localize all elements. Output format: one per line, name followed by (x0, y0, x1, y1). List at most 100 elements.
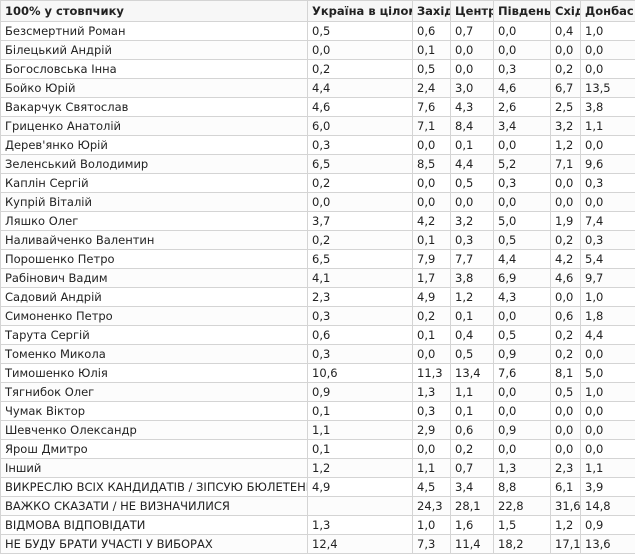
cell-value: 1,9 (550, 211, 581, 231)
cell-value: 3,7 (307, 211, 413, 231)
cell-value: 1,2 (550, 515, 581, 535)
cell-value: 18,2 (493, 534, 551, 554)
table-row: Тягнибок Олег 0,9 1,3 1,1 0,0 0,5 1,0 (0, 382, 635, 402)
cell-value: 0,2 (450, 439, 494, 459)
cell-value: 0,5 (550, 382, 581, 402)
table-row: ВАЖКО СКАЗАТИ / НЕ ВИЗНАЧИЛИСЯ 24,3 28,1 22… (0, 496, 635, 516)
cell-value: 4,4 (580, 325, 635, 345)
table-row: Гриценко Анатолій 6,0 7,1 8,4 3,4 3,2 1,1 (0, 116, 635, 136)
cell-value: 13,6 (580, 534, 635, 554)
table-row: Богословська Інна 0,2 0,5 0,0 0,3 0,2 0,0 (0, 59, 635, 79)
cell-value: 3,4 (450, 477, 494, 497)
cell-value: 0,0 (493, 21, 551, 41)
table-row: Садовий Андрій 2,3 4,9 1,2 4,3 0,0 1,0 (0, 287, 635, 307)
row-label: Зеленський Володимир (0, 154, 308, 174)
row-label: Рабінович Вадим (0, 268, 308, 288)
cell-value: 1,0 (580, 21, 635, 41)
cell-value: 0,6 (450, 420, 494, 440)
cell-value: 4,2 (550, 249, 581, 269)
column-header: Схід (550, 0, 581, 22)
cell-value: 3,8 (580, 97, 635, 117)
cell-value: 11,4 (450, 534, 494, 554)
cell-value: 0,3 (580, 173, 635, 193)
cell-value: 0,0 (412, 344, 451, 364)
cell-value: 3,2 (450, 211, 494, 231)
cell-value: 7,6 (493, 363, 551, 383)
cell-value: 0,0 (450, 40, 494, 60)
cell-value: 0,1 (412, 230, 451, 250)
cell-value: 0,2 (550, 344, 581, 364)
cell-value: 0,0 (493, 439, 551, 459)
cell-value: 6,0 (307, 116, 413, 136)
table-row: Бойко Юрій 4,4 2,4 3,0 4,6 6,7 13,5 (0, 78, 635, 98)
cell-value: 4,2 (412, 211, 451, 231)
cell-value: 0,9 (493, 344, 551, 364)
cell-value: 0,3 (493, 173, 551, 193)
cell-value: 0,7 (450, 21, 494, 41)
table-row: Безсмертний Роман 0,5 0,6 0,7 0,0 0,4 1,0 (0, 21, 635, 41)
table-row: НЕ БУДУ БРАТИ УЧАСТІ У ВИБОРАХ 12,4 7,3 11,… (0, 534, 635, 554)
cell-value: 0,2 (307, 173, 413, 193)
row-label: Каплін Сергій (0, 173, 308, 193)
cell-value: 0,0 (493, 306, 551, 326)
cell-value: 8,1 (550, 363, 581, 383)
cell-value: 4,3 (450, 97, 494, 117)
cell-value: 0,0 (450, 59, 494, 79)
cell-value: 9,6 (580, 154, 635, 174)
cell-value: 0,3 (450, 230, 494, 250)
cell-value: 1,0 (580, 382, 635, 402)
table-row: Чумак Віктор 0,1 0,3 0,1 0,0 0,0 0,0 (0, 401, 635, 421)
cell-value: 1,1 (580, 458, 635, 478)
row-label: Чумак Віктор (0, 401, 308, 421)
cell-value: 4,6 (307, 97, 413, 117)
cell-value: 0,0 (493, 382, 551, 402)
cell-value: 7,7 (450, 249, 494, 269)
cell-value: 3,2 (550, 116, 581, 136)
cell-value: 0,0 (550, 287, 581, 307)
cell-value: 0,5 (412, 59, 451, 79)
row-label: Наливайченко Валентин (0, 230, 308, 250)
table-row: Зеленський Володимир 6,5 8,5 4,4 5,2 7,1 9,6 (0, 154, 635, 174)
cell-value: 7,6 (412, 97, 451, 117)
cell-value: 0,0 (550, 401, 581, 421)
table-row: Купрій Віталій 0,0 0,0 0,0 0,0 0,0 0,0 (0, 192, 635, 212)
cell-value: 0,1 (450, 401, 494, 421)
cell-value: 4,9 (307, 477, 413, 497)
table-body: Безсмертний Роман 0,5 0,6 0,7 0,0 0,4 1,0 Білец… (0, 21, 635, 554)
cell-value: 0,0 (580, 344, 635, 364)
cell-value: 0,0 (307, 40, 413, 60)
column-header: Донбас (580, 0, 635, 22)
cell-value: 0,1 (412, 325, 451, 345)
cell-value (307, 496, 413, 516)
cell-value: 0,1 (412, 40, 451, 60)
cell-value: 6,1 (550, 477, 581, 497)
cell-value: 1,3 (307, 515, 413, 535)
table-row: Наливайченко Валентин 0,2 0,1 0,3 0,5 0,2 0,3 (0, 230, 635, 250)
row-label: Безсмертний Роман (0, 21, 308, 41)
cell-value: 0,5 (450, 173, 494, 193)
row-label: Бойко Юрій (0, 78, 308, 98)
cell-value: 7,1 (550, 154, 581, 174)
cell-value: 8,5 (412, 154, 451, 174)
row-label: Вакарчук Святослав (0, 97, 308, 117)
cell-value: 0,1 (307, 439, 413, 459)
table-row: Ляшко Олег 3,7 4,2 3,2 5,0 1,9 7,4 (0, 211, 635, 231)
cell-value: 0,3 (307, 135, 413, 155)
cell-value: 0,0 (493, 192, 551, 212)
cell-value: 4,4 (493, 249, 551, 269)
cell-value: 0,5 (493, 325, 551, 345)
cell-value: 3,4 (493, 116, 551, 136)
cell-value: 9,7 (580, 268, 635, 288)
table-row: Тимошенко Юлія 10,6 11,3 13,4 7,6 8,1 5,0 (0, 363, 635, 383)
cell-value: 6,7 (550, 78, 581, 98)
cell-value: 1,0 (412, 515, 451, 535)
cell-value: 7,9 (412, 249, 451, 269)
cell-value: 0,0 (493, 40, 551, 60)
cell-value: 6,9 (493, 268, 551, 288)
cell-value: 2,5 (550, 97, 581, 117)
cell-value: 0,0 (580, 439, 635, 459)
cell-value: 0,3 (307, 344, 413, 364)
cell-value: 2,6 (493, 97, 551, 117)
cell-value: 0,2 (412, 306, 451, 326)
